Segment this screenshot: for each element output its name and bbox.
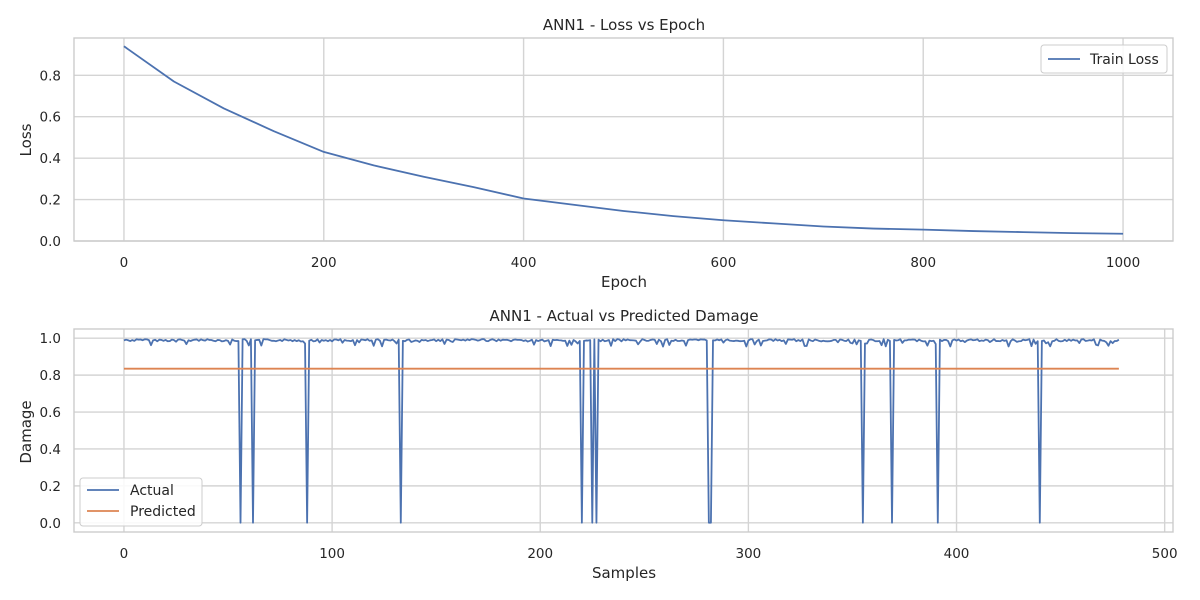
chart-title: ANN1 - Loss vs Epoch (543, 16, 705, 34)
y-tick-label: 0.6 (40, 405, 61, 421)
legend: Actual Predicted (79, 477, 203, 527)
y-ticks: 0.0 0.2 0.4 0.6 0.8 1.0 (40, 331, 61, 532)
y-tick-label: 0.4 (40, 442, 61, 458)
y-tick-label: 0.0 (40, 516, 61, 532)
x-tick-label: 400 (944, 546, 970, 562)
y-tick-label: 0.0 (40, 234, 61, 250)
y-tick-label: 0.2 (40, 479, 61, 495)
series-line-train-loss (123, 45, 1124, 235)
legend-box (1040, 44, 1168, 74)
y-tick-label: 0.2 (40, 193, 61, 209)
loss-chart: ANN1 - Loss vs Epoch 0 200 400 600 800 1000 0… (17, 16, 1174, 291)
x-tick-label: 300 (735, 546, 761, 562)
x-ticks: 0 100 200 300 400 500 (120, 546, 1178, 562)
y-axis-label: Loss (17, 123, 35, 156)
y-axis-label: Damage (17, 400, 35, 463)
x-tick-label: 100 (319, 546, 345, 562)
y-tick-label: 0.8 (40, 68, 61, 84)
x-tick-label: 200 (311, 255, 337, 271)
y-tick-label: 0.8 (40, 368, 61, 384)
plot-frame (73, 328, 1174, 533)
x-axis-label: Epoch (601, 273, 647, 291)
grid (74, 329, 1173, 532)
y-tick-label: 1.0 (40, 331, 61, 347)
x-tick-label: 1000 (1106, 255, 1140, 271)
x-ticks: 0 200 400 600 800 1000 (120, 255, 1141, 271)
chart-title: ANN1 - Actual vs Predicted Damage (490, 307, 759, 325)
x-tick-label: 600 (711, 255, 737, 271)
x-axis-label: Samples (592, 564, 656, 582)
series-layer (123, 45, 1124, 235)
damage-chart: ANN1 - Actual vs Predicted Damage 0 100 20… (17, 307, 1178, 582)
legend: Train Loss (1040, 44, 1168, 74)
x-tick-label: 500 (1152, 546, 1178, 562)
x-tick-label: 200 (527, 546, 553, 562)
x-tick-label: 800 (910, 255, 936, 271)
y-ticks: 0.0 0.2 0.4 0.6 0.8 (40, 68, 61, 250)
y-tick-label: 0.6 (40, 110, 61, 126)
x-tick-label: 400 (511, 255, 537, 271)
legend-label: Train Loss (1089, 52, 1159, 68)
series-line-actual (123, 338, 1120, 524)
legend-label: Predicted (130, 504, 196, 520)
series-layer (123, 338, 1120, 524)
x-tick-label: 0 (120, 546, 129, 562)
plot-frame (73, 37, 1174, 242)
legend-label: Actual (130, 483, 174, 499)
x-tick-label: 0 (120, 255, 129, 271)
y-tick-label: 0.4 (40, 151, 61, 167)
